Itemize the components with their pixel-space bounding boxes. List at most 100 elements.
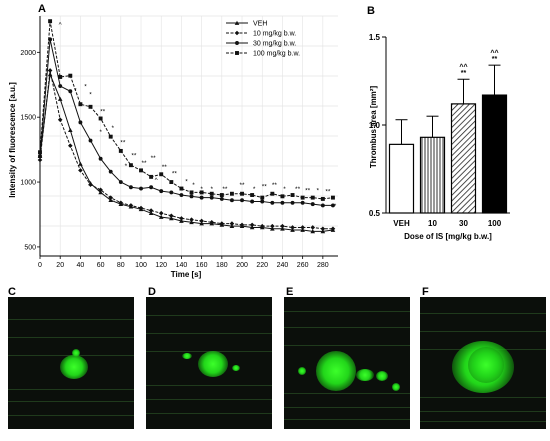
thrombus-spot: [316, 351, 356, 391]
data-point: [219, 221, 225, 226]
data-point: [290, 227, 295, 232]
data-point: [128, 203, 134, 208]
panel-label-d: D: [148, 286, 156, 298]
legend-label: 30 mg/kg b.w.: [253, 41, 296, 48]
significance-mark: **: [492, 56, 498, 63]
legend-label: 10 mg/kg b.w.: [253, 31, 296, 38]
data-point: [235, 41, 239, 45]
significance-mark: *: [99, 129, 102, 136]
significance-mark: ^: [59, 21, 63, 28]
data-point: [169, 180, 174, 185]
data-point: [229, 221, 235, 226]
data-point: [249, 222, 255, 228]
data-point: [290, 193, 295, 197]
legend: VEH 10 mg/kg b.w. 30 mg/kg b.w. 100 mg/kg b…: [226, 21, 300, 58]
data-point: [300, 225, 305, 230]
y-tick-label: 1500: [20, 115, 36, 122]
data-point: [310, 229, 316, 234]
data-point: [149, 174, 154, 179]
data-point: [270, 223, 275, 229]
data-point: [78, 161, 83, 166]
data-point: [189, 190, 194, 195]
data-point: [229, 191, 234, 196]
significance-mark: **: [131, 152, 137, 159]
x-tick-label: 180: [216, 262, 228, 269]
thrombus-spot: [72, 349, 80, 357]
data-point: [148, 210, 154, 216]
data-point: [159, 172, 164, 177]
data-point: [229, 198, 234, 203]
x-tick-label: 30: [459, 219, 468, 228]
thrombus-spot: [376, 371, 388, 381]
data-point: [38, 150, 42, 155]
data-point: [209, 191, 214, 196]
significance-mark: ^: [155, 177, 159, 184]
data-point: [37, 157, 43, 163]
data-point: [38, 154, 42, 159]
data-point: [149, 185, 154, 190]
data-point: [234, 20, 240, 25]
significance-mark: **: [262, 184, 268, 191]
data-point: [179, 216, 184, 221]
significance-mark: *: [74, 88, 77, 95]
x-tick-label: 200: [236, 262, 248, 269]
data-point: [108, 169, 113, 174]
significance-mark: **: [240, 182, 246, 189]
panel-label-b: B: [367, 5, 375, 17]
data-point: [290, 225, 295, 230]
data-point: [280, 200, 285, 205]
series-line: [39, 70, 333, 230]
data-point: [300, 195, 305, 200]
data-point: [88, 104, 93, 109]
significance-mark: **: [461, 70, 467, 77]
significance-mark: **: [100, 108, 106, 115]
data-point: [209, 195, 214, 200]
panel-label-a: A: [38, 3, 46, 15]
data-point: [240, 191, 244, 196]
data-point: [260, 199, 265, 204]
significance-mark: **: [305, 187, 311, 194]
significance-mark: *: [317, 187, 320, 194]
thrombus-spot: [468, 347, 504, 383]
data-point: [189, 194, 194, 199]
x-tick-label: 280: [317, 262, 329, 269]
significance-mark: **: [142, 160, 148, 167]
legend-label: 100 mg/kg b.w.: [253, 51, 300, 58]
data-point: [250, 199, 255, 204]
data-point: [300, 227, 305, 232]
thrombus-spot: [232, 365, 240, 371]
thrombus-spot: [356, 369, 374, 381]
data-point: [78, 168, 83, 173]
data-point: [169, 213, 174, 219]
panel-label-c: C: [8, 286, 16, 298]
data-point: [259, 223, 265, 229]
bar-group-2: 30 ^^**: [450, 63, 477, 228]
data-point: [169, 216, 174, 221]
y-tick-label: 0.5: [369, 209, 381, 218]
data-point: [330, 195, 335, 200]
data-point: [58, 84, 63, 89]
significance-mark: *: [185, 178, 188, 185]
data-point: [270, 191, 275, 196]
micrograph-d: [146, 297, 272, 429]
x-tick-label: 60: [97, 262, 105, 269]
series-1: [37, 68, 336, 232]
bar: [388, 143, 415, 214]
y-tick-label: 1.0: [369, 121, 381, 130]
data-point: [209, 219, 215, 225]
significance-mark: **: [295, 186, 301, 193]
significance-mark: *: [283, 186, 286, 193]
y-tick-label: 1000: [20, 180, 36, 187]
data-point: [189, 219, 194, 225]
x-tick-label: 120: [155, 262, 167, 269]
data-point: [57, 96, 63, 101]
bar: [419, 136, 446, 214]
x-tick-label: 160: [196, 262, 208, 269]
data-point: [108, 134, 113, 139]
data-point: [78, 102, 83, 107]
data-point: [78, 120, 83, 125]
data-point: [270, 226, 275, 231]
data-point: [128, 163, 133, 168]
data-point: [108, 197, 114, 203]
data-point: [68, 73, 73, 78]
